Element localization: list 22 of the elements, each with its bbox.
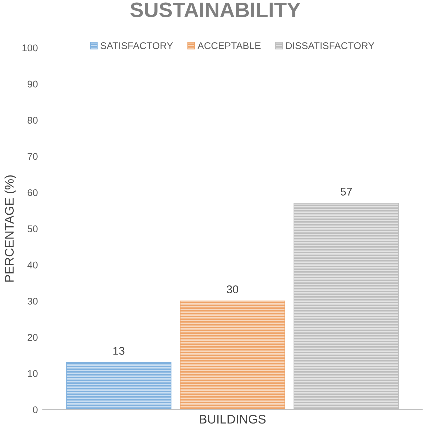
data-label: 57 — [340, 188, 352, 196]
y-tick-label: 70 — [28, 153, 38, 160]
y-tick-label: 10 — [28, 370, 38, 378]
y-tick-label: 20 — [28, 334, 38, 342]
y-tick-label: 90 — [28, 80, 38, 88]
y-tick-label: 50 — [28, 226, 38, 233]
data-label: 13 — [114, 347, 125, 356]
bar — [180, 300, 286, 410]
y-tick-label: 0 — [33, 406, 38, 414]
data-label: 30 — [226, 286, 238, 294]
x-tick-label: BUILDINGS — [200, 415, 266, 424]
y-axis-title: PERCENTAGE (%) — [4, 176, 16, 282]
y-tick-label: 80 — [28, 117, 38, 124]
bar — [66, 362, 172, 410]
legend-label: ACCEPTABLE — [198, 42, 261, 50]
legend-label: SATISFACTORY — [100, 42, 174, 50]
chart-title: SUSTAINABILITY — [130, 2, 301, 18]
legend-label: DISSATISFACTORY — [286, 42, 375, 50]
y-tick-label: 60 — [28, 189, 38, 196]
y-tick-label: 30 — [28, 298, 38, 305]
y-tick-label: 100 — [22, 44, 38, 52]
y-tick-label: 40 — [28, 262, 38, 269]
